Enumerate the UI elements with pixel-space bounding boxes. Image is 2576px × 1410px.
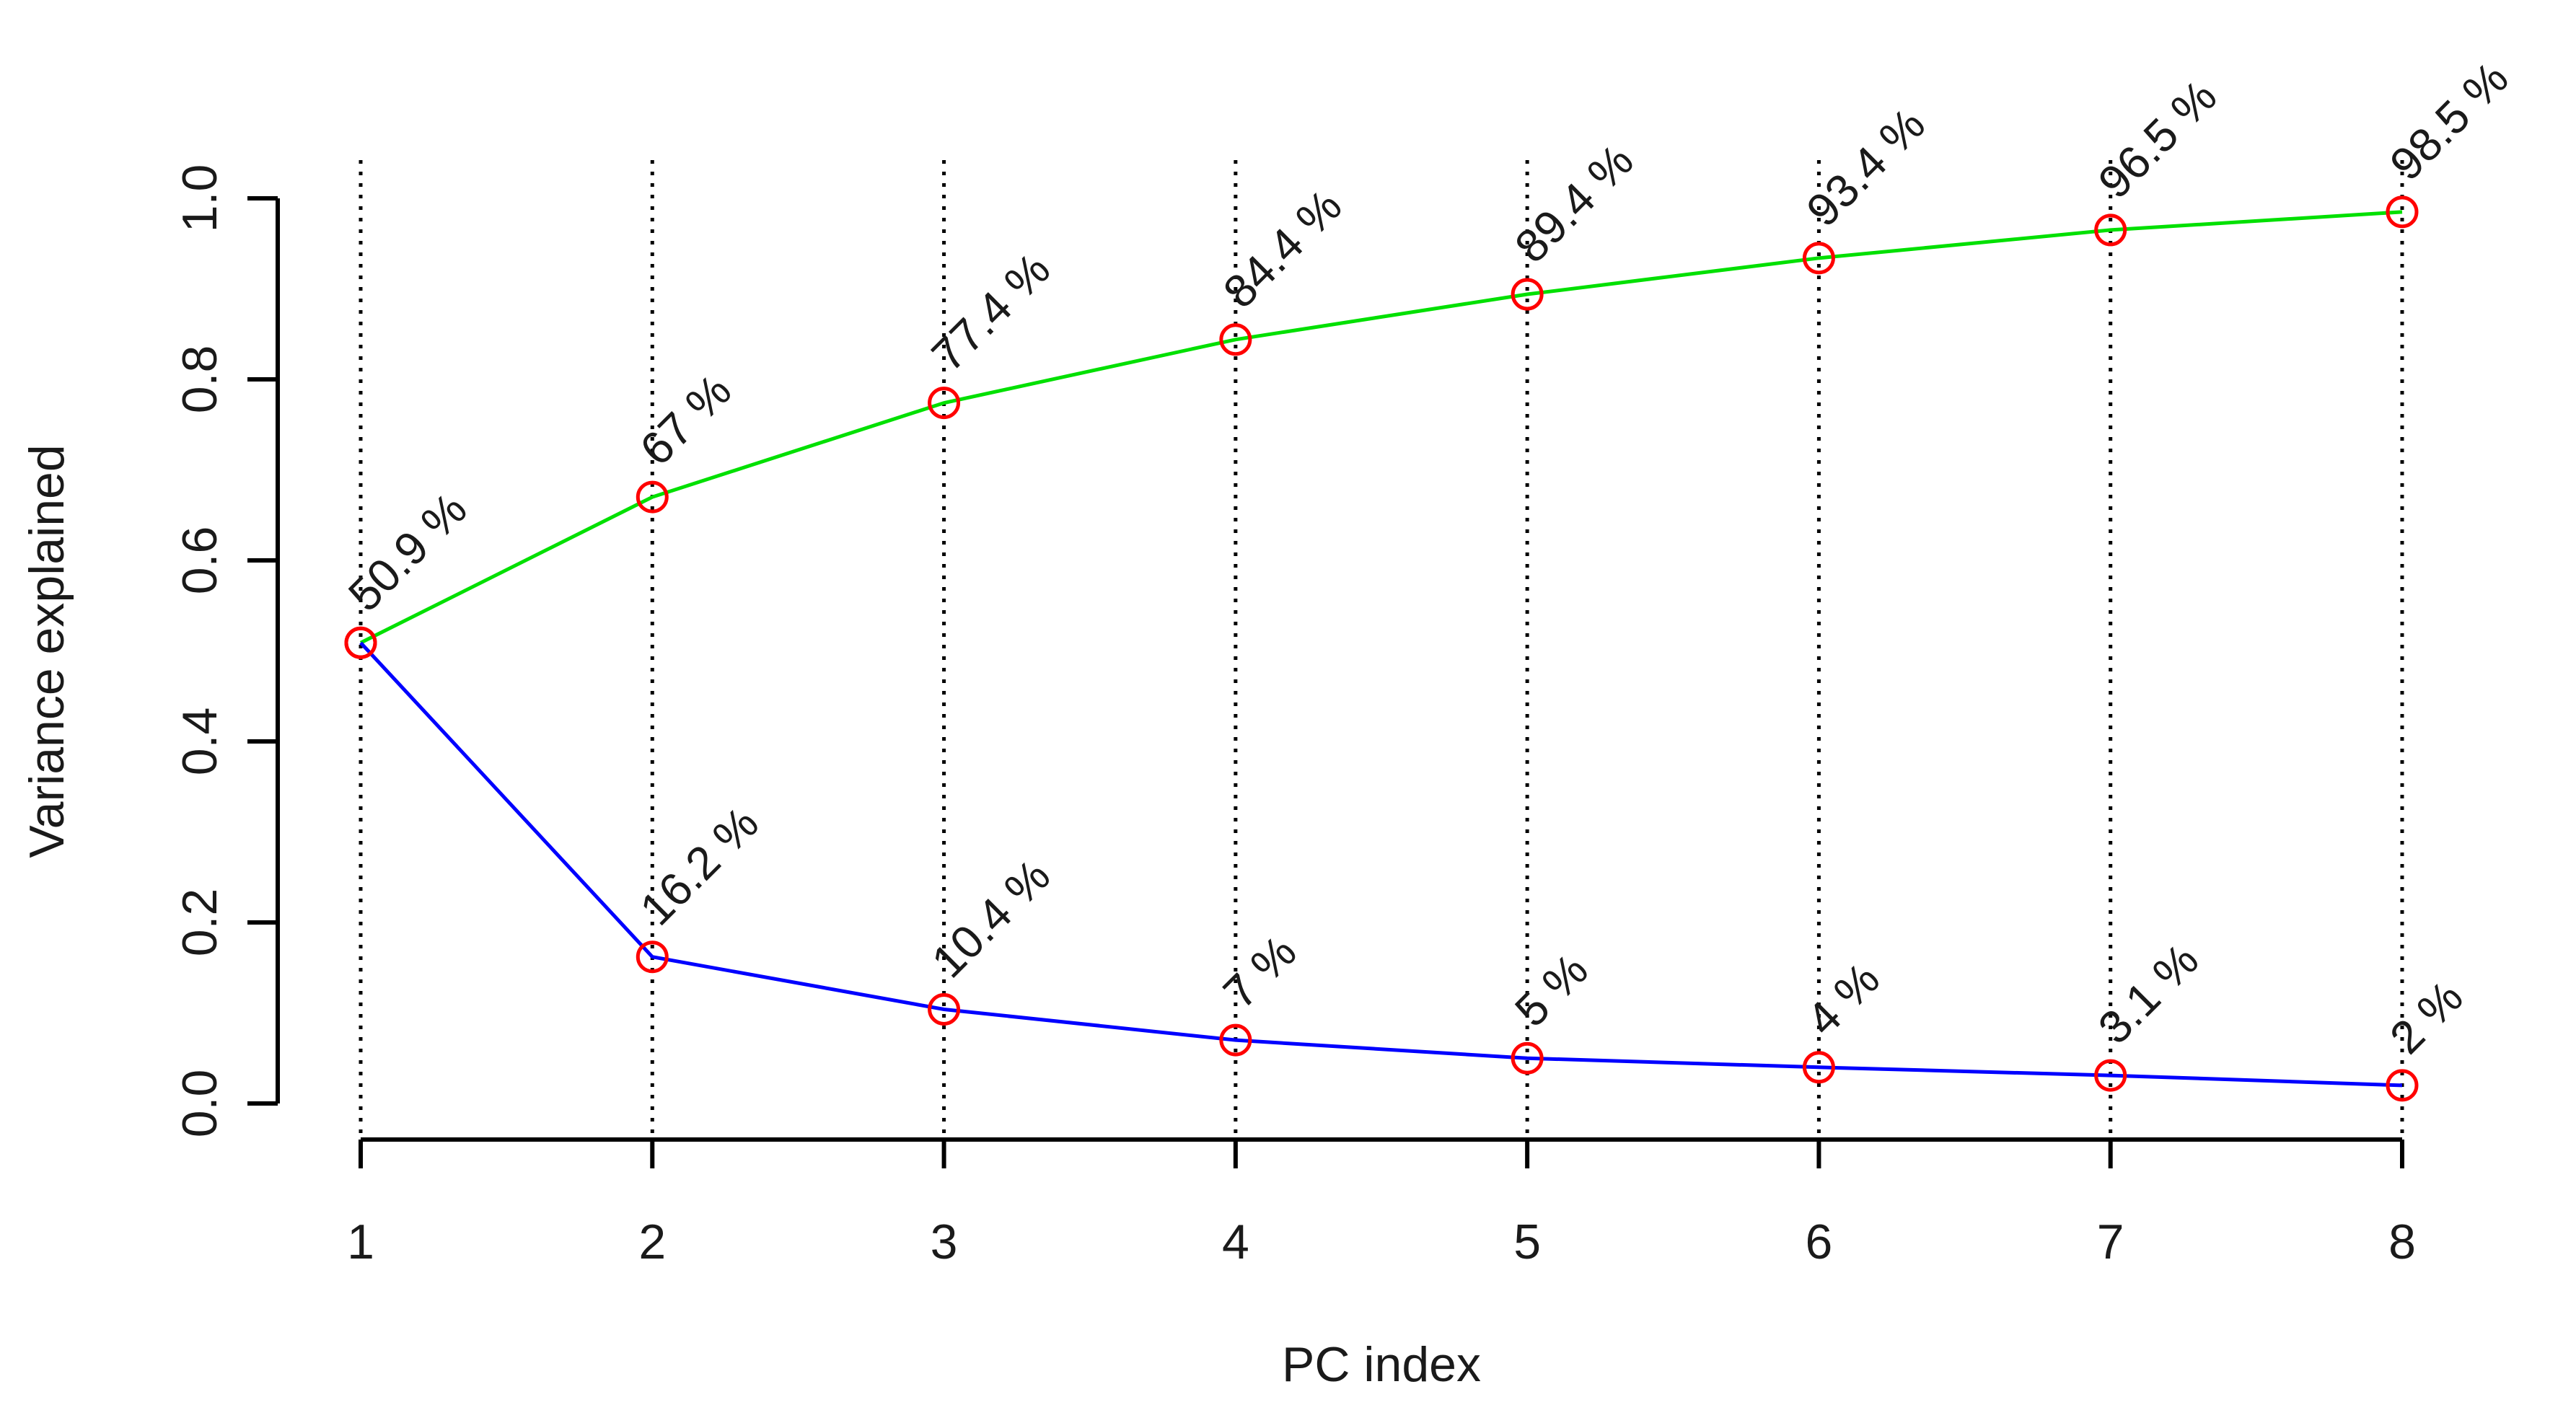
point-marker-series2-pc2: [636, 940, 669, 974]
y-tick-label-0: 0.0: [172, 1070, 227, 1138]
point-marker-series2-pc4: [1219, 1023, 1252, 1057]
point-marker-series1-pc2: [636, 480, 669, 514]
point-marker-series1-pc4: [1219, 323, 1252, 356]
data-label-series1-pc5: 89.4 %: [1505, 134, 1643, 273]
point-marker-series2-pc3: [928, 992, 961, 1026]
x-tick-label-4: 4: [1222, 1215, 1249, 1269]
y-tick-label-5: 1.0: [172, 164, 227, 233]
data-label-series2-pc6: 4 %: [1796, 953, 1889, 1046]
y-tick-label-2: 0.4: [172, 708, 227, 776]
vertical-grid-lines: [359, 160, 2404, 1140]
series-line-1: [359, 210, 2403, 645]
x-tick-label-5: 5: [1513, 1215, 1541, 1269]
series-lines: [359, 210, 2403, 1088]
x-tick-label-2: 2: [638, 1215, 666, 1269]
data-label-series1-pc1: 50.9 %: [338, 483, 477, 621]
x-tick-label-6: 6: [1806, 1215, 1833, 1269]
point-marker-series2-pc1: [344, 626, 377, 659]
data-label-series2-pc4: 7 %: [1213, 925, 1306, 1018]
data-label-series2-pc3: 10.4 %: [922, 850, 1060, 988]
point-marker-series2-pc7: [2094, 1059, 2127, 1092]
point-marker-series2-pc8: [2386, 1069, 2419, 1102]
point-marker-series1-pc3: [928, 387, 961, 420]
point-marker-series2-pc6: [1802, 1051, 1835, 1084]
x-tick-label-7: 7: [2097, 1215, 2124, 1269]
data-label-series1-pc7: 96.5 %: [2088, 70, 2227, 208]
data-label-series1-pc2: 67 %: [630, 364, 741, 475]
x-tick-label-8: 8: [2388, 1215, 2416, 1269]
point-marker-series2-pc5: [1511, 1041, 1544, 1075]
point-marker-series1-pc7: [2094, 213, 2127, 247]
x-axis-title: PC index: [1282, 1337, 1481, 1392]
data-label-series1-pc4: 84.4 %: [1213, 180, 1352, 318]
y-tick-label-4: 0.8: [172, 345, 227, 414]
data-label-series2-pc5: 5 %: [1505, 943, 1598, 1036]
y-tick-label-1: 0.2: [172, 889, 227, 957]
data-labels: 50.9 %67 %77.4 % 84.4 % 89.4 % 93.4 % 96.5 %…: [338, 52, 2518, 1064]
point-marker-series1-pc6: [1802, 242, 1835, 275]
x-tick-label-3: 3: [931, 1215, 958, 1269]
x-tick-label-1: 1: [347, 1215, 374, 1269]
point-marker-series1-pc5: [1511, 278, 1544, 311]
axes: 1 2 3 4 5 6 7 8 0.0 0.2 0.4 0.6 0.8 1.0: [172, 164, 2416, 1269]
data-label-series1-pc8: 98.5 %: [2380, 52, 2518, 190]
y-axis-title: Variance explained: [19, 444, 74, 858]
point-marker-series1-pc8: [2386, 195, 2419, 229]
data-label-series2-pc7: 3.1 %: [2088, 933, 2209, 1054]
data-point-markers: [344, 195, 2419, 1102]
series-line-2: [359, 641, 2403, 1088]
data-label-series2-pc8: 2 %: [2380, 971, 2473, 1064]
data-label-series1-pc6: 93.4 %: [1796, 98, 1935, 237]
y-tick-label-3: 0.6: [172, 526, 227, 595]
